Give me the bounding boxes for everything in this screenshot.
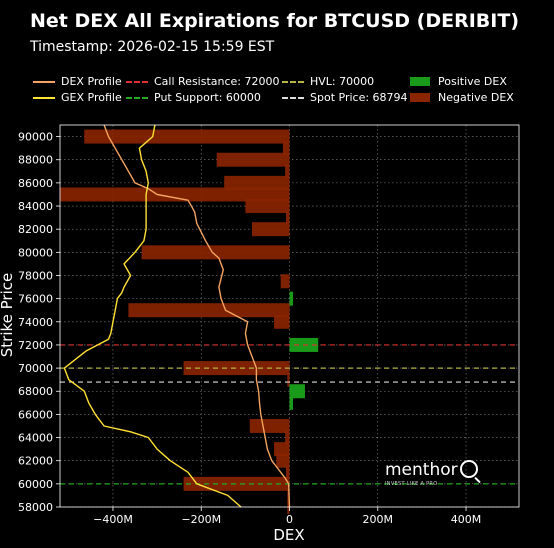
- dex-bar-83000: [285, 210, 290, 225]
- y-tick-label-3: 64000: [18, 432, 53, 445]
- legend-swatch-negative-dex: [410, 93, 430, 102]
- y-tick-label-8: 74000: [18, 316, 53, 329]
- y-tick-label-9: 76000: [18, 293, 53, 306]
- y-tick-label-1: 60000: [18, 478, 53, 491]
- dex-bar-77500: [280, 274, 290, 289]
- dex-bar-61000: [285, 465, 290, 480]
- y-tick-label-14: 86000: [18, 177, 53, 190]
- y-tick-label-15: 88000: [18, 154, 53, 167]
- y-axis-label: Strike Price: [0, 273, 16, 357]
- legend-label-call-resistance: Call Resistance: 72000: [154, 75, 280, 88]
- x-tick-label-1: −200M: [181, 513, 221, 526]
- y-tick-label-13: 84000: [18, 200, 53, 213]
- y-tick-label-5: 68000: [18, 385, 53, 398]
- x-tick-label-2: 0: [286, 513, 293, 526]
- chart-title: Net DEX All Expirations for BTCUSD (DERI…: [30, 10, 519, 32]
- dex-bar-87000: [285, 164, 290, 179]
- legend-label-hvl: HVL: 70000: [310, 75, 375, 88]
- legend-swatch-put-support: [126, 96, 148, 99]
- legend-item-gex-profile: GEX Profile: [33, 91, 122, 104]
- series-line-1: [63, 124, 242, 508]
- chart-reference-lines: [60, 344, 519, 485]
- series-line-0: [103, 124, 291, 508]
- y-tick-label-11: 80000: [18, 246, 53, 259]
- dex-bar-89000: [282, 141, 290, 156]
- y-tick-label-4: 66000: [18, 408, 53, 421]
- dex-bar-86000: [224, 175, 290, 190]
- x-axis-label: DEX: [273, 526, 304, 544]
- y-tick-label-16: 90000: [18, 131, 53, 144]
- y-tick-label-7: 72000: [18, 339, 53, 352]
- watermark-tagline: INVEST LIKE A PRO: [385, 481, 438, 487]
- dex-bar-64000: [285, 430, 290, 445]
- legend-label-put-support: Put Support: 60000: [154, 91, 261, 104]
- watermark-brand: menthor: [385, 460, 458, 480]
- legend-swatch-positive-dex: [410, 77, 430, 86]
- menthor-q-icon: [459, 460, 478, 478]
- dex-bar-88000: [216, 152, 290, 167]
- dex-bar-75000: [128, 303, 290, 318]
- legend-item-positive-dex: Positive DEX: [410, 75, 507, 88]
- dex-bar-74000: [274, 314, 290, 329]
- legend-label-gex-profile: GEX Profile: [61, 91, 122, 104]
- dex-bar-82000: [251, 222, 290, 237]
- dex-bar-65000: [249, 418, 290, 433]
- legend-item-negative-dex: Negative DEX: [410, 91, 514, 104]
- dex-bar-85000: [60, 187, 290, 202]
- menthor-watermark: menthor INVEST LIKE A PRO: [385, 460, 478, 487]
- x-tick-label-3: 200M: [363, 513, 394, 526]
- chart-axes: −400M −200M 0 200M 400M 58000 60000 62000 64000 6…: [18, 124, 520, 526]
- legend-label-spot-price: Spot Price: 68794: [310, 91, 408, 104]
- chart-series: [63, 124, 291, 508]
- chart-legend: DEX Profile GEX Profile Call Resistance:…: [30, 73, 550, 107]
- x-tick-label-4: 400M: [451, 513, 482, 526]
- dex-bar-67000: [289, 395, 294, 410]
- y-tick-label-0: 58000: [18, 501, 53, 514]
- legend-swatch-call-resistance: [126, 80, 148, 83]
- y-tick-label-2: 62000: [18, 455, 53, 468]
- dex-bar-84000: [245, 199, 290, 214]
- y-tick-label-6: 70000: [18, 362, 53, 375]
- legend-item-put-support: Put Support: 60000: [126, 91, 261, 104]
- dex-bar-76000: [289, 291, 294, 306]
- x-tick-label-0: −400M: [93, 513, 133, 526]
- legend-item-spot-price: Spot Price: 68794: [282, 91, 408, 104]
- dex-bar-60000: [183, 476, 290, 491]
- y-tick-label-12: 82000: [18, 223, 53, 236]
- legend-item-hvl: HVL: 70000: [282, 75, 374, 88]
- dex-bar-68000: [289, 384, 305, 399]
- y-tick-label-10: 78000: [18, 269, 53, 282]
- dex-bar-63000: [274, 442, 290, 457]
- legend-label-dex-profile: DEX Profile: [61, 75, 122, 88]
- legend-item-dex-profile: DEX Profile: [33, 75, 122, 88]
- dex-bar-80000: [141, 245, 290, 260]
- legend-swatch-dex-profile: [33, 80, 55, 83]
- dex-bar-69000: [287, 372, 290, 387]
- dex-bar-70000: [183, 361, 290, 376]
- dex-bar-62000: [276, 453, 290, 468]
- dex-bar-90000: [84, 129, 290, 144]
- legend-label-negative-dex: Negative DEX: [438, 91, 514, 104]
- legend-swatch-hvl: [282, 80, 304, 83]
- chart-timestamp: Timestamp: 2026-02-15 15:59 EST: [30, 39, 275, 55]
- legend-swatch-spot-price: [282, 96, 304, 99]
- legend-label-positive-dex: Positive DEX: [438, 75, 507, 88]
- legend-swatch-gex-profile: [33, 96, 55, 99]
- legend-item-call-resistance: Call Resistance: 72000: [126, 75, 280, 88]
